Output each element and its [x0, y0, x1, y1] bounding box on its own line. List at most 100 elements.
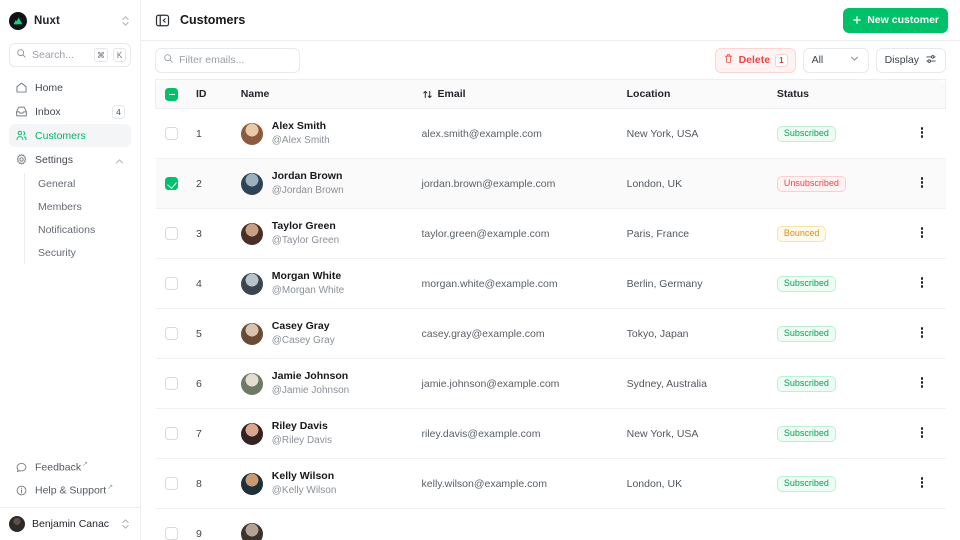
- search-container: Search... ⌘ K: [0, 41, 140, 67]
- table-row[interactable]: 4 Morgan White @Morgan White morgan.white@e…: [155, 258, 946, 309]
- cell-id: 2: [185, 158, 241, 209]
- cell-name: Jamie Johnson @Jamie Johnson: [240, 358, 422, 409]
- customer-name: Taylor Green: [271, 220, 336, 233]
- sidebar-item-notifications[interactable]: Notifications: [34, 219, 131, 241]
- table-row[interactable]: 7 Riley Davis @Riley Davis riley.davis@exam…: [155, 408, 946, 459]
- row-select-cell: [155, 308, 186, 359]
- delete-button[interactable]: Delete 1: [714, 47, 796, 73]
- ellipsis-vertical-icon[interactable]: [915, 477, 929, 491]
- sidebar-item-inbox[interactable]: Inbox 4: [9, 100, 131, 123]
- table-row[interactable]: 2 Jordan Brown @Jordan Brown jordan.brown@e…: [155, 158, 946, 209]
- cell-actions: [898, 108, 946, 159]
- cell-actions: [898, 358, 946, 409]
- sidebar-item-feedback[interactable]: Feedback↗: [9, 456, 131, 478]
- cell-location: Tokyo, Japan: [626, 308, 777, 359]
- table-toolbar: Filter emails... Delete 1 All: [141, 41, 960, 79]
- table-row[interactable]: 1 Alex Smith @Alex Smith alex.smith@example…: [155, 108, 946, 159]
- team-name: Nuxt: [34, 14, 60, 27]
- search-icon: [16, 46, 27, 64]
- row-checkbox[interactable]: [164, 327, 178, 340]
- sidebar-item-home[interactable]: Home: [9, 76, 131, 99]
- message-icon: [15, 461, 28, 474]
- row-select-cell: [155, 508, 186, 540]
- row-select-cell: [155, 408, 186, 459]
- ellipsis-vertical-icon[interactable]: [915, 177, 929, 191]
- avatar: [240, 272, 263, 295]
- filter-placeholder: Filter emails...: [179, 54, 245, 66]
- ellipsis-vertical-icon[interactable]: [915, 377, 929, 391]
- team-switcher[interactable]: Nuxt: [0, 0, 140, 41]
- table-body: 1 Alex Smith @Alex Smith alex.smith@example…: [155, 108, 946, 540]
- ellipsis-vertical-icon[interactable]: [915, 227, 929, 241]
- customer-handle: @Casey Gray: [271, 334, 335, 346]
- main-content: Customers New customer Filter ema: [141, 0, 960, 540]
- column-header-id[interactable]: ID: [185, 79, 241, 109]
- column-header-email[interactable]: Email: [421, 79, 627, 109]
- customer-handle: @Jordan Brown: [271, 184, 344, 196]
- cell-name: [240, 508, 422, 540]
- cell-location: [626, 508, 777, 540]
- new-customer-button[interactable]: New customer: [843, 7, 948, 33]
- cell-location: Paris, France: [626, 208, 777, 259]
- select-all-checkbox[interactable]: [165, 87, 178, 101]
- row-checkbox[interactable]: [164, 427, 178, 440]
- sidebar-item-label: Settings: [35, 153, 73, 166]
- column-header-actions: [898, 79, 946, 109]
- ellipsis-vertical-icon[interactable]: [915, 327, 929, 341]
- customer-handle: @Kelly Wilson: [271, 484, 337, 496]
- cell-id: 7: [185, 408, 241, 459]
- ellipsis-vertical-icon[interactable]: [915, 427, 929, 441]
- subnav-label: Security: [38, 247, 76, 259]
- customer-name: Jordan Brown: [271, 170, 343, 183]
- cell-id: 3: [185, 208, 241, 259]
- table-row[interactable]: 3 Taylor Green @Taylor Green taylor.green@e…: [155, 208, 946, 259]
- customers-table-container: ID Name Email: [141, 79, 960, 540]
- cell-location: London, UK: [626, 158, 777, 209]
- column-header-name[interactable]: Name: [240, 79, 422, 109]
- row-checkbox[interactable]: [164, 377, 178, 390]
- table-row[interactable]: 9: [155, 508, 946, 540]
- table-row[interactable]: 6 Jamie Johnson @Jamie Johnson jamie.johnso…: [155, 358, 946, 409]
- ellipsis-vertical-icon[interactable]: [915, 127, 929, 141]
- display-button[interactable]: Display: [875, 47, 946, 73]
- kbd-k: K: [113, 48, 126, 62]
- row-select-cell: [155, 158, 186, 209]
- row-checkbox[interactable]: [164, 527, 178, 540]
- sidebar-item-general[interactable]: General: [34, 173, 131, 195]
- row-checkbox[interactable]: [164, 477, 178, 490]
- user-menu[interactable]: Benjamin Canac: [0, 507, 140, 540]
- subnav-label: Members: [38, 201, 82, 213]
- row-checkbox[interactable]: [164, 227, 178, 240]
- status-filter-select[interactable]: All: [802, 47, 869, 73]
- avatar: [240, 472, 263, 495]
- cell-name: Morgan White @Morgan White: [240, 258, 422, 309]
- row-checkbox[interactable]: [164, 177, 178, 190]
- column-header-location[interactable]: Location: [626, 79, 777, 109]
- panel-collapse-icon[interactable]: [155, 13, 170, 28]
- column-header-status[interactable]: Status: [776, 79, 899, 109]
- cell-location: New York, USA: [626, 408, 777, 459]
- sidebar-item-customers[interactable]: Customers: [9, 124, 131, 147]
- avatar: [240, 522, 263, 540]
- page-title: Customers: [180, 13, 246, 27]
- cell-id: 1: [185, 108, 241, 159]
- cell-name: Alex Smith @Alex Smith: [240, 108, 422, 159]
- ellipsis-vertical-icon[interactable]: [915, 277, 929, 291]
- external-link-icon: ↗: [82, 461, 88, 469]
- sidebar-item-security[interactable]: Security: [34, 242, 131, 264]
- sidebar-item-help-support[interactable]: Help & Support↗: [9, 479, 131, 501]
- cell-actions: [898, 258, 946, 309]
- sidebar-item-settings[interactable]: Settings: [9, 148, 131, 171]
- row-checkbox[interactable]: [164, 127, 178, 140]
- table-row[interactable]: 8 Kelly Wilson @Kelly Wilson kelly.wilson@e…: [155, 458, 946, 509]
- cell-id: 5: [185, 308, 241, 359]
- delete-label: Delete: [738, 54, 771, 66]
- table-row[interactable]: 5 Casey Gray @Casey Gray casey.gray@example…: [155, 308, 946, 359]
- filter-emails-input[interactable]: Filter emails...: [155, 47, 300, 73]
- cell-location: Sydney, Australia: [626, 358, 777, 409]
- search-input[interactable]: Search... ⌘ K: [9, 43, 131, 67]
- cell-email: taylor.green@example.com: [421, 208, 627, 259]
- sidebar-item-label: Customers: [35, 129, 86, 142]
- row-checkbox[interactable]: [164, 277, 178, 290]
- sidebar-item-members[interactable]: Members: [34, 196, 131, 218]
